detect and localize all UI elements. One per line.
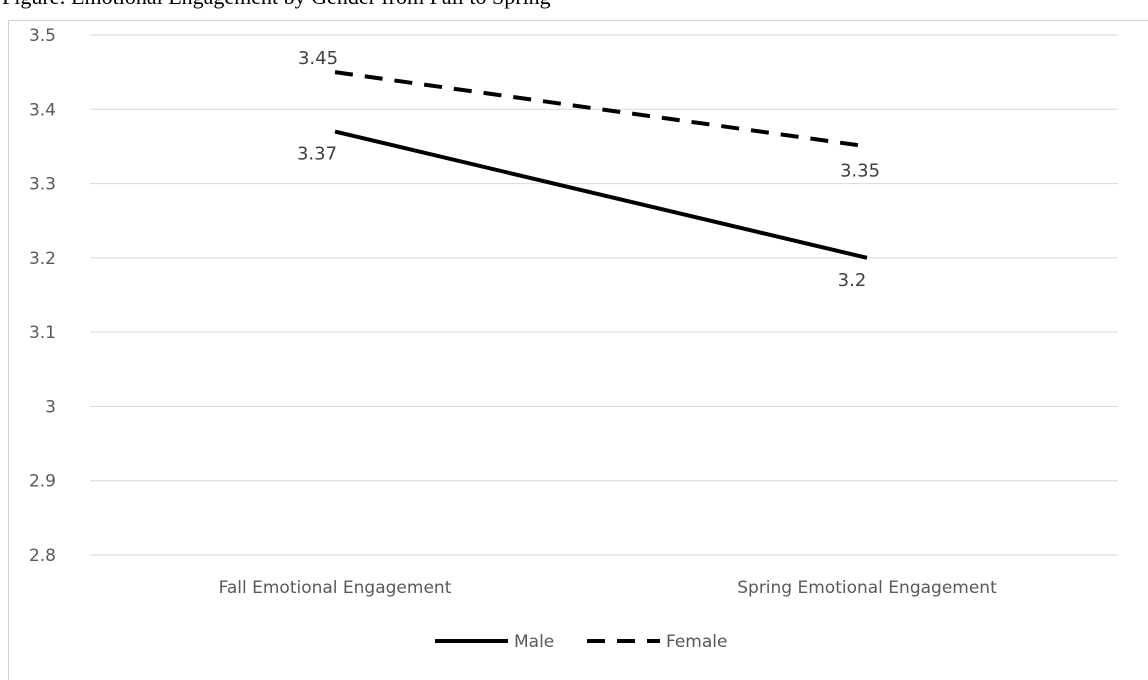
legend-label-male: Male [514, 632, 554, 652]
series-line-male [334, 129, 868, 260]
x-tick-label: Fall Emotional Engagement [219, 578, 452, 598]
y-tick-label: 3.1 [29, 323, 56, 343]
x-tick-label: Spring Emotional Engagement [737, 578, 997, 598]
y-tick-label: 3.2 [29, 249, 56, 269]
y-tick-label: 3.5 [29, 26, 56, 46]
data-label: 3.2 [838, 270, 867, 291]
x-axis-ticks: Fall Emotional Engagement Spring Emotiona… [219, 578, 997, 598]
legend: Male Female [435, 632, 727, 652]
data-label: 3.35 [840, 160, 880, 181]
y-tick-label: 2.8 [29, 546, 56, 566]
legend-label-female: Female [666, 632, 727, 652]
y-tick-label: 2.9 [29, 472, 56, 492]
gridlines [90, 34, 1118, 556]
data-labels: 3.37 3.2 3.45 3.35 [297, 48, 880, 291]
figure-caption: Figure: Emotional Engagement by Gender f… [2, 0, 1142, 10]
series-lines [334, 70, 868, 260]
y-axis-ticks: 3.5 3.4 3.3 3.2 3.1 3 2.9 2.8 [29, 26, 56, 566]
y-tick-label: 3.3 [29, 175, 56, 195]
chart-frame [8, 20, 1148, 680]
y-tick-label: 3 [45, 397, 56, 417]
data-label: 3.45 [298, 48, 338, 69]
data-label: 3.37 [297, 144, 337, 165]
y-tick-label: 3.4 [29, 100, 56, 120]
